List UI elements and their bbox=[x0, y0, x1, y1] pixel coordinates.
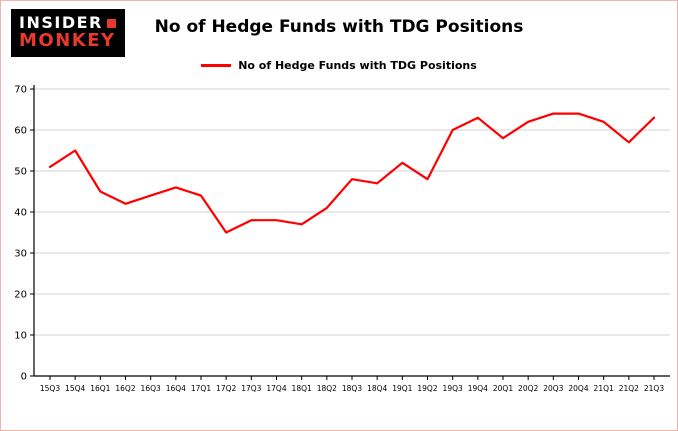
y-tick-label: 70 bbox=[14, 85, 27, 96]
x-tick-label: 16Q1 bbox=[90, 384, 110, 393]
legend: No of Hedge Funds with TDG Positions bbox=[1, 59, 677, 72]
x-tick-label: 15Q4 bbox=[65, 384, 85, 393]
x-tick-label: 19Q1 bbox=[392, 384, 412, 393]
monkey-icon bbox=[106, 18, 116, 28]
y-tick-label: 30 bbox=[14, 249, 27, 260]
y-tick-label: 0 bbox=[21, 372, 27, 383]
x-tick-label: 15Q3 bbox=[40, 384, 60, 393]
logo-text-insider: INSIDER bbox=[19, 12, 103, 32]
y-tick-label: 40 bbox=[14, 208, 27, 219]
x-tick-label: 20Q3 bbox=[543, 384, 563, 393]
x-tick-label: 16Q2 bbox=[115, 384, 135, 393]
x-tick-label: 20Q1 bbox=[493, 384, 513, 393]
x-tick-label: 20Q4 bbox=[568, 384, 588, 393]
x-tick-label: 18Q2 bbox=[317, 384, 337, 393]
x-tick-label: 18Q3 bbox=[342, 384, 362, 393]
x-tick-label: 17Q3 bbox=[241, 384, 261, 393]
legend-label: No of Hedge Funds with TDG Positions bbox=[238, 59, 477, 72]
x-tick-label: 16Q3 bbox=[141, 384, 161, 393]
y-tick-label: 50 bbox=[14, 167, 27, 178]
x-tick-label: 21Q3 bbox=[644, 384, 664, 393]
x-tick-label: 19Q2 bbox=[417, 384, 437, 393]
y-tick-label: 20 bbox=[14, 290, 27, 301]
x-tick-label: 18Q1 bbox=[292, 384, 312, 393]
x-tick-label: 17Q1 bbox=[191, 384, 211, 393]
y-tick-label: 10 bbox=[14, 331, 27, 342]
x-tick-label: 21Q1 bbox=[594, 384, 614, 393]
x-tick-label: 20Q2 bbox=[518, 384, 538, 393]
series-line bbox=[48, 112, 656, 234]
insider-monkey-logo: INSIDER MONKEY bbox=[11, 9, 125, 57]
logo-row-bottom: MONKEY bbox=[19, 32, 117, 51]
x-tick-label: 16Q4 bbox=[166, 384, 186, 393]
legend-line-swatch bbox=[201, 64, 232, 67]
y-tick-label: 60 bbox=[14, 126, 27, 137]
x-tick-label: 19Q4 bbox=[468, 384, 488, 393]
x-tick-label: 17Q2 bbox=[216, 384, 236, 393]
x-tick-label: 18Q4 bbox=[367, 384, 387, 393]
chart-title: No of Hedge Funds with TDG Positions bbox=[154, 17, 524, 37]
logo-text-monkey: MONKEY bbox=[19, 30, 116, 52]
x-tick-label: 21Q2 bbox=[619, 384, 639, 393]
x-tick-label: 19Q3 bbox=[443, 384, 463, 393]
x-tick-label: 17Q4 bbox=[266, 384, 286, 393]
logo-row-top: INSIDER bbox=[19, 12, 117, 32]
